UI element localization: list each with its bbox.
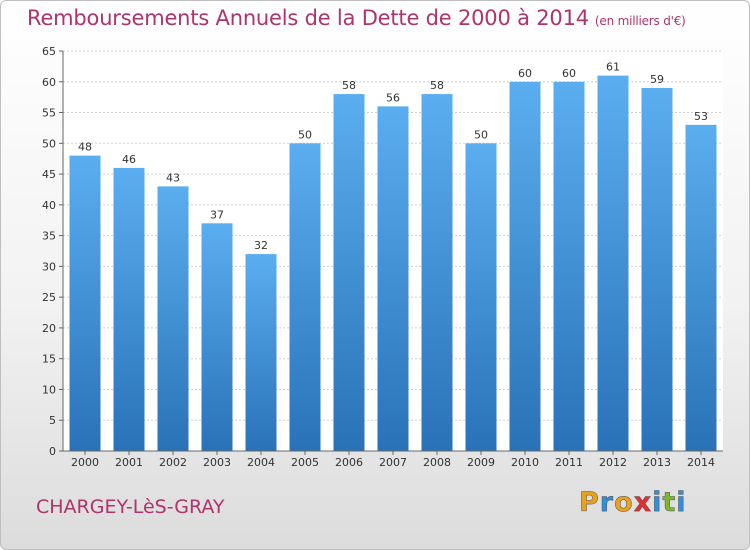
x-tick-label: 2009 <box>467 456 495 469</box>
x-tick-label: 2007 <box>379 456 407 469</box>
bar <box>553 81 585 452</box>
bar-value-label: 58 <box>430 79 444 92</box>
bar-value-label: 50 <box>298 128 312 141</box>
x-tick-label: 2011 <box>555 456 583 469</box>
y-tick-label: 60 <box>42 76 56 89</box>
y-tick-label: 15 <box>42 353 56 366</box>
bar-value-label: 58 <box>342 79 356 92</box>
logo-letter: t <box>662 487 677 519</box>
logo-letter: x <box>633 487 653 519</box>
logo-letter: r <box>599 487 615 519</box>
logo-letter: i <box>652 487 663 519</box>
x-tick-label: 2000 <box>71 456 99 469</box>
x-tick-label: 2012 <box>599 456 627 469</box>
chart-title: Remboursements Annuels de la Dette de 20… <box>27 6 686 30</box>
y-tick-label: 10 <box>42 383 56 396</box>
bar-value-label: 43 <box>166 171 180 184</box>
y-tick-label: 5 <box>49 414 56 427</box>
x-tick-label: 2006 <box>335 456 363 469</box>
bar-value-label: 60 <box>562 67 576 80</box>
bar <box>69 155 101 451</box>
bar <box>685 124 717 451</box>
x-tick-label: 2014 <box>687 456 715 469</box>
y-tick-label: 65 <box>42 45 56 58</box>
x-axis: 2000 2001 2002 2003 2004 2005 2006 2007 2008 2009… <box>63 450 723 469</box>
x-tick-label: 2013 <box>643 456 671 469</box>
bar <box>157 186 189 451</box>
bar <box>597 75 629 451</box>
y-tick-label: 0 <box>49 445 56 458</box>
bar-value-label: 56 <box>386 91 400 104</box>
bar-value-label: 48 <box>78 141 92 154</box>
bar-value-label: 32 <box>254 239 268 252</box>
bar <box>245 254 277 451</box>
y-tick-label: 50 <box>42 137 56 150</box>
y-axis: 0 5 10 15 20 25 30 35 40 45 50 55 60 65 <box>42 45 64 458</box>
y-tick-label: 30 <box>42 260 56 273</box>
x-tick-label: 2004 <box>247 456 275 469</box>
bar-value-label: 46 <box>122 153 136 166</box>
chart-subtitle: (en milliers d'€) <box>594 14 686 28</box>
y-tick-label: 55 <box>42 107 56 120</box>
logo-letter: P <box>579 487 600 519</box>
bar <box>641 87 673 451</box>
bar <box>465 143 497 452</box>
bars: 48 46 43 37 32 50 58 56 58 50 60 60 61 59 53 <box>69 61 717 452</box>
logo-letter: i <box>676 487 687 519</box>
y-tick-label: 20 <box>42 322 56 335</box>
bar <box>421 94 453 452</box>
bar <box>201 223 233 451</box>
proxiti-logo: Proxiti <box>579 487 687 519</box>
y-tick-label: 25 <box>42 291 56 304</box>
x-tick-label: 2001 <box>115 456 143 469</box>
y-tick-label: 45 <box>42 168 56 181</box>
x-tick-label: 2010 <box>511 456 539 469</box>
bar-value-label: 50 <box>474 128 488 141</box>
bar <box>333 94 365 452</box>
bar <box>377 106 409 451</box>
bar <box>113 167 145 451</box>
bar-value-label: 59 <box>650 73 664 86</box>
x-tick-label: 2003 <box>203 456 231 469</box>
bar-value-label: 53 <box>694 110 708 123</box>
bar-value-label: 60 <box>518 67 532 80</box>
x-tick-label: 2008 <box>423 456 451 469</box>
bar-value-label: 37 <box>210 208 224 221</box>
x-tick-label: 2002 <box>159 456 187 469</box>
bar <box>289 143 321 452</box>
bar-value-label: 61 <box>606 61 620 74</box>
bar <box>509 81 541 452</box>
chart-title-text: Remboursements Annuels de la Dette de 20… <box>27 6 589 30</box>
x-tick-label: 2005 <box>291 456 319 469</box>
town-name: CHARGEY-LèS-GRAY <box>36 496 225 518</box>
logo-letter: o <box>614 487 634 519</box>
y-tick-label: 40 <box>42 199 56 212</box>
y-tick-label: 35 <box>42 230 56 243</box>
